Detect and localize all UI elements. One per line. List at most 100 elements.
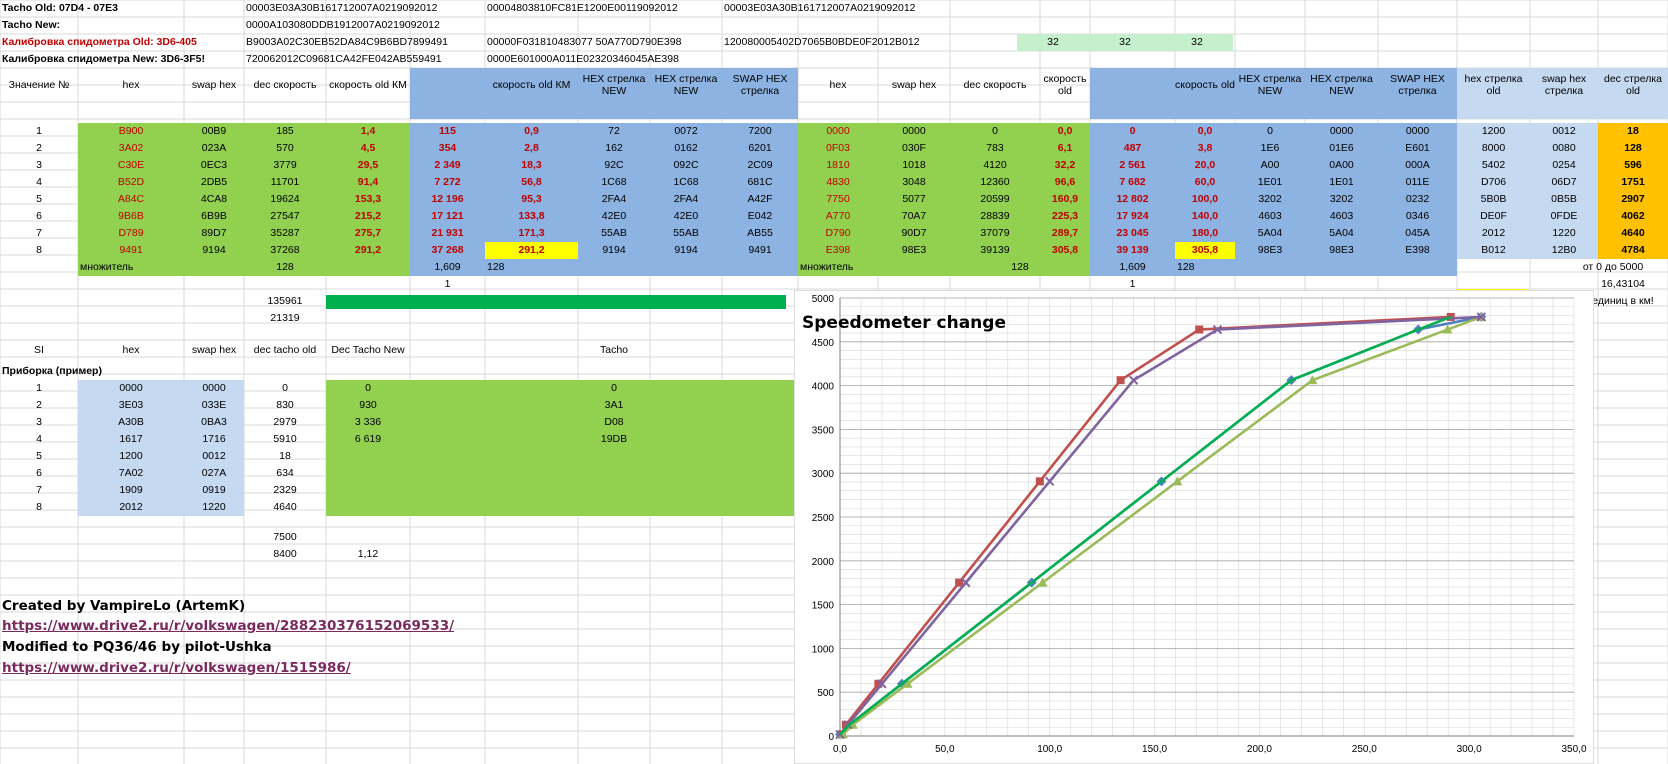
tacho-cell[interactable] bbox=[326, 465, 410, 482]
data-cell[interactable]: 0072 bbox=[650, 123, 722, 140]
data-cell[interactable]: 55AB bbox=[650, 225, 722, 242]
column-header[interactable]: hex bbox=[122, 78, 140, 91]
tacho-cell[interactable]: 3 336 bbox=[326, 414, 410, 431]
mid-value[interactable]: 1,609 bbox=[410, 259, 485, 276]
data-cell[interactable]: 160,9 bbox=[1040, 191, 1090, 208]
tacho-cell[interactable]: 1 bbox=[36, 382, 42, 395]
tacho-fill[interactable] bbox=[650, 414, 798, 431]
data-cell[interactable]: 1C68 bbox=[650, 174, 722, 191]
tacho-cell[interactable]: 0BA3 bbox=[184, 414, 244, 431]
data-cell[interactable]: 98E3 bbox=[878, 242, 950, 259]
tacho-cell[interactable]: 8 bbox=[36, 501, 42, 514]
tacho-fill[interactable] bbox=[410, 482, 578, 499]
tacho-cell[interactable] bbox=[326, 448, 410, 465]
tacho-fill[interactable] bbox=[650, 499, 798, 516]
multiplier-value[interactable]: 128 bbox=[1175, 259, 1457, 276]
data-cell[interactable]: 0000 bbox=[1305, 123, 1378, 140]
mid-value[interactable]: 1,609 bbox=[1090, 259, 1175, 276]
tacho-cell[interactable]: 033E bbox=[184, 397, 244, 414]
data-cell[interactable]: 0 bbox=[1090, 123, 1175, 140]
credit-link-1[interactable]: https://www.drive2.ru/r/volkswagen/28823… bbox=[2, 618, 455, 634]
data-cell[interactable]: 000A bbox=[1378, 157, 1457, 174]
data-cell[interactable]: 011E bbox=[1378, 174, 1457, 191]
data-cell[interactable]: 95,3 bbox=[485, 191, 578, 208]
data-cell[interactable]: 0A00 bbox=[1305, 157, 1378, 174]
tacho-cell[interactable]: 0000 bbox=[78, 380, 184, 397]
tacho-cell[interactable]: D08 bbox=[578, 414, 650, 431]
data-cell[interactable]: 275,7 bbox=[326, 225, 410, 242]
tacho-cell[interactable]: 1220 bbox=[184, 499, 244, 516]
tacho-cell[interactable]: 6 bbox=[36, 467, 42, 480]
data-cell[interactable]: 0EC3 bbox=[184, 157, 244, 174]
data-cell[interactable]: D706 bbox=[1457, 174, 1530, 191]
data-cell[interactable]: 2 bbox=[36, 142, 42, 155]
one-cell[interactable]: 1 bbox=[1129, 278, 1136, 291]
tacho-fill[interactable] bbox=[410, 380, 578, 397]
data-cell[interactable]: 0000 bbox=[878, 123, 950, 140]
tacho-fill[interactable] bbox=[410, 397, 578, 414]
data-cell[interactable]: 2FA4 bbox=[650, 191, 722, 208]
header-hex[interactable]: 0000A103080DDB1912007A0219092012 bbox=[246, 19, 440, 32]
data-cell[interactable]: 1E01 bbox=[1305, 174, 1378, 191]
data-cell[interactable]: 7750 bbox=[798, 191, 878, 208]
data-cell[interactable]: 29,5 bbox=[326, 157, 410, 174]
tacho-cell[interactable] bbox=[326, 499, 410, 516]
data-cell[interactable]: 1E01 bbox=[1235, 174, 1305, 191]
data-cell[interactable]: 37268 bbox=[244, 242, 326, 259]
data-cell[interactable]: 1200 bbox=[1457, 123, 1530, 140]
tacho-cell[interactable]: 2329 bbox=[273, 484, 297, 497]
tacho-fill[interactable] bbox=[650, 380, 798, 397]
data-cell[interactable]: 291,2 bbox=[485, 242, 578, 259]
data-cell[interactable]: 0,0 bbox=[1040, 123, 1090, 140]
data-cell[interactable]: D790 bbox=[798, 225, 878, 242]
data-cell[interactable]: 180,0 bbox=[1175, 225, 1235, 242]
blank-cell[interactable] bbox=[1457, 102, 1530, 119]
data-cell[interactable]: 3A02 bbox=[78, 140, 184, 157]
data-cell[interactable]: 56,8 bbox=[485, 174, 578, 191]
data-cell[interactable]: 1810 bbox=[798, 157, 878, 174]
data-cell[interactable]: 9194 bbox=[578, 242, 650, 259]
data-cell[interactable]: 0 bbox=[950, 123, 1040, 140]
data-cell[interactable]: 225,3 bbox=[1040, 208, 1090, 225]
header-label-3[interactable]: Калибровка спидометра New: 3D6-3F5! bbox=[2, 53, 205, 66]
data-cell[interactable]: 4120 bbox=[950, 157, 1040, 174]
data-cell[interactable]: E398 bbox=[798, 242, 878, 259]
tacho-cell[interactable]: 0 bbox=[326, 380, 410, 397]
data-cell[interactable]: 7 682 bbox=[1090, 174, 1175, 191]
data-cell[interactable]: 4603 bbox=[1235, 208, 1305, 225]
data-cell[interactable]: B52D bbox=[78, 174, 184, 191]
column-header[interactable]: скорость old КМ bbox=[329, 78, 407, 91]
blank-cell[interactable] bbox=[410, 102, 485, 119]
data-cell[interactable]: C30E bbox=[78, 157, 184, 174]
data-cell[interactable]: 70A7 bbox=[878, 208, 950, 225]
tacho-cell[interactable]: 1617 bbox=[78, 431, 184, 448]
data-cell[interactable]: 1018 bbox=[878, 157, 950, 174]
tacho-fill[interactable] bbox=[650, 448, 798, 465]
tacho-cell[interactable]: 1909 bbox=[78, 482, 184, 499]
data-cell[interactable]: 045A bbox=[1378, 225, 1457, 242]
data-cell[interactable]: 2DB5 bbox=[184, 174, 244, 191]
tacho-extra[interactable]: 1,12 bbox=[357, 548, 379, 561]
data-cell[interactable]: 12 802 bbox=[1090, 191, 1175, 208]
data-cell[interactable]: 9B6B bbox=[78, 208, 184, 225]
data-cell[interactable]: 12360 bbox=[950, 174, 1040, 191]
tacho-cell[interactable]: 19DB bbox=[578, 431, 650, 448]
blank-cell[interactable] bbox=[485, 102, 578, 119]
data-cell[interactable]: 289,7 bbox=[1040, 225, 1090, 242]
data-cell[interactable]: 100,0 bbox=[1175, 191, 1235, 208]
header-hex[interactable]: 00003E03A30B161712007A0219092012 bbox=[724, 2, 916, 15]
data-cell[interactable]: 42E0 bbox=[578, 208, 650, 225]
units-value[interactable]: 16,43104 bbox=[1601, 278, 1645, 291]
header-hex[interactable]: 00000F031810483077 50A770D790E398 bbox=[487, 36, 682, 49]
data-cell[interactable]: E042 bbox=[722, 208, 798, 225]
data-cell[interactable]: 9194 bbox=[650, 242, 722, 259]
multiplier-value[interactable]: 128 bbox=[244, 259, 326, 276]
data-cell[interactable]: 5A04 bbox=[1305, 225, 1378, 242]
data-cell[interactable]: 11701 bbox=[244, 174, 326, 191]
data-cell[interactable]: 2 349 bbox=[410, 157, 485, 174]
header-hex[interactable]: 00004803810FC81E1200E00119092012 bbox=[487, 2, 678, 15]
data-cell[interactable]: 89D7 bbox=[184, 225, 244, 242]
data-cell[interactable]: 06D7 bbox=[1530, 174, 1598, 191]
one-cell[interactable]: 1 bbox=[444, 278, 451, 291]
data-cell[interactable]: 4830 bbox=[798, 174, 878, 191]
